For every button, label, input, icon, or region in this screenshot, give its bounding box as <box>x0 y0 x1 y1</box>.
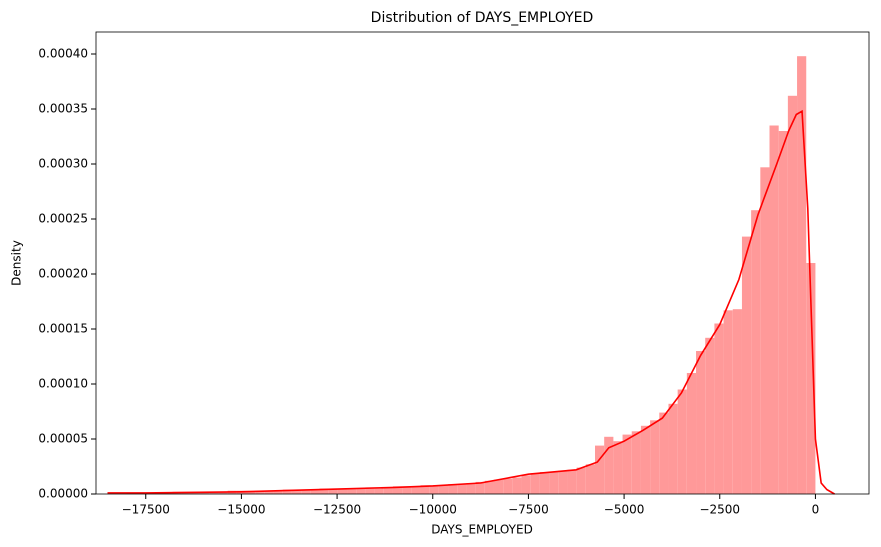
bar <box>741 236 752 494</box>
bar <box>255 490 265 494</box>
bar <box>797 56 807 494</box>
bar <box>429 485 439 494</box>
bar <box>723 310 733 494</box>
bar <box>392 486 403 494</box>
bar <box>640 425 651 494</box>
kde-line <box>107 109 835 495</box>
bar <box>273 490 283 494</box>
bar <box>484 480 494 494</box>
bar <box>686 373 697 494</box>
bar <box>356 488 366 494</box>
bar <box>806 263 816 494</box>
bar <box>558 470 568 494</box>
bar <box>383 487 393 494</box>
bar <box>631 431 641 494</box>
bar <box>402 486 412 494</box>
bar <box>282 489 292 494</box>
x-tick-label: −17500 <box>122 503 170 517</box>
bar <box>732 309 742 494</box>
bar <box>475 481 485 494</box>
bar <box>659 412 669 494</box>
chart-title: Distribution of DAYS_EMPLOYED <box>371 10 594 26</box>
bar <box>503 478 513 494</box>
x-tick-label: −2500 <box>699 503 740 517</box>
bar <box>466 483 476 494</box>
bar <box>521 475 531 494</box>
bar <box>512 477 522 494</box>
bar <box>705 337 715 494</box>
bar <box>328 488 338 494</box>
y-tick-label: 0.00040 <box>38 47 88 61</box>
bar <box>677 389 687 494</box>
x-axis-label: DAYS_EMPLOYED <box>431 523 533 537</box>
bar <box>218 491 228 494</box>
y-tick-label: 0.00025 <box>38 212 88 226</box>
bar <box>264 490 274 494</box>
bar <box>246 490 256 494</box>
bar <box>714 323 724 494</box>
bar <box>787 95 798 495</box>
bar <box>696 351 706 494</box>
y-tick-label: 0.00030 <box>38 157 88 171</box>
x-tick-label: −5000 <box>604 503 645 517</box>
bar <box>319 488 329 494</box>
bar <box>760 167 770 495</box>
y-tick-label: 0.00000 <box>38 487 88 501</box>
bar <box>585 464 596 494</box>
bar <box>668 403 678 494</box>
bar <box>751 210 761 494</box>
bar <box>595 445 605 494</box>
bar <box>650 420 660 494</box>
bar <box>291 489 302 494</box>
y-tick-label: 0.00035 <box>38 102 88 116</box>
plot-frame <box>95 31 870 495</box>
x-tick-label: 0 <box>812 503 820 517</box>
bar <box>374 487 384 494</box>
x-tick-label: −7500 <box>508 503 549 517</box>
bar <box>420 485 430 494</box>
bar <box>310 489 320 494</box>
bar <box>576 467 586 494</box>
bar <box>769 125 779 494</box>
bar <box>493 479 504 494</box>
bar <box>604 436 614 494</box>
x-tick-label: −12500 <box>313 503 361 517</box>
bar <box>567 469 577 494</box>
bar <box>365 487 375 494</box>
bar <box>347 488 357 494</box>
x-tick-label: −10000 <box>409 503 457 517</box>
x-tick-label: −15000 <box>217 503 265 517</box>
bar <box>438 485 449 494</box>
bar <box>622 434 632 494</box>
bar <box>778 131 788 494</box>
bar <box>530 473 540 494</box>
bar <box>539 472 550 494</box>
y-tick-label: 0.00010 <box>38 377 88 391</box>
y-tick-label: 0.00015 <box>38 322 88 336</box>
bar <box>411 486 421 494</box>
bar <box>448 484 458 494</box>
bar <box>457 484 467 494</box>
bar <box>163 492 173 494</box>
bar <box>613 441 623 494</box>
y-tick-label: 0.00005 <box>38 432 88 446</box>
bar <box>549 472 559 494</box>
bar <box>337 488 348 494</box>
bar <box>301 489 311 494</box>
y-axis-label: Density <box>10 240 24 286</box>
y-tick-label: 0.00020 <box>38 267 88 281</box>
